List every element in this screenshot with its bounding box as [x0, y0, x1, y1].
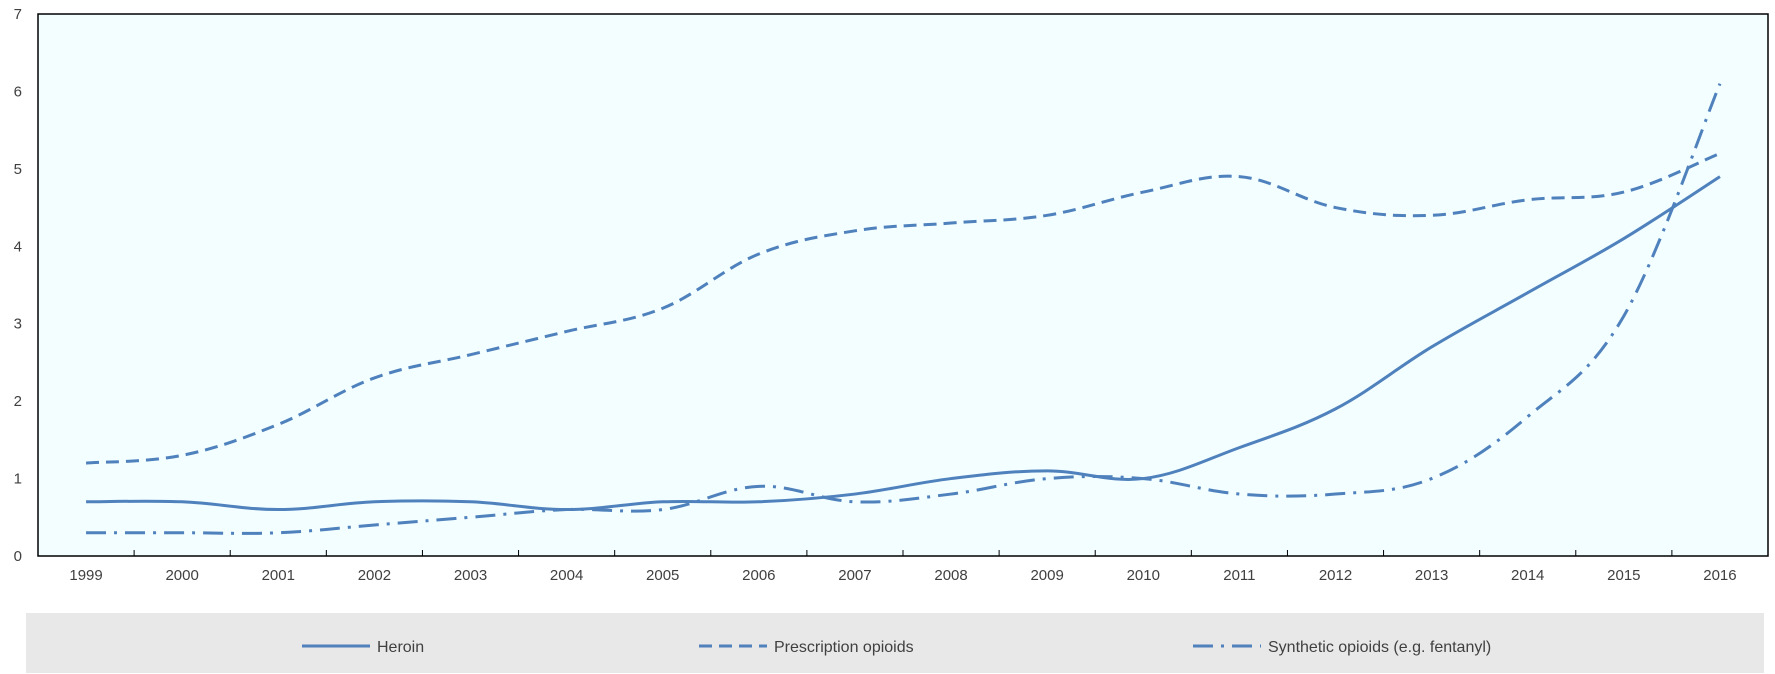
x-tick-label: 2002 — [358, 567, 391, 584]
legend-background — [26, 613, 1764, 673]
y-tick-label: 1 — [14, 471, 22, 488]
x-tick-label: 2010 — [1127, 567, 1160, 584]
legend-label: Synthetic opioids (e.g. fentanyl) — [1268, 639, 1491, 656]
y-tick-label: 0 — [14, 548, 22, 565]
x-axis-labels: 1999 2000 2001 2002 2003 2004 2005 2006 2007 2008… — [69, 567, 1736, 584]
x-tick-label: 2000 — [165, 567, 198, 584]
x-axis-ticks — [133, 550, 1673, 556]
y-tick-label: 6 — [14, 83, 22, 100]
series-lines — [85, 83, 1722, 535]
x-tick-label: 2008 — [934, 567, 967, 584]
y-tick-label: 5 — [14, 161, 22, 178]
series-line-dashed — [85, 151, 1721, 465]
x-tick-label: 1999 — [69, 567, 102, 584]
x-tick-label: 2014 — [1511, 567, 1544, 584]
legend: Heroin Prescription opioids Synthetic opio… — [26, 613, 1764, 673]
x-tick-label: 2007 — [838, 567, 871, 584]
series-line-dashdot — [86, 83, 1722, 535]
x-tick-label: 2013 — [1415, 567, 1448, 584]
x-tick-label: 2016 — [1703, 567, 1736, 584]
y-tick-label: 4 — [14, 238, 22, 255]
series-line-solid — [86, 175, 1721, 512]
x-tick-label: 2009 — [1030, 567, 1063, 584]
y-tick-label: 2 — [14, 393, 22, 410]
x-tick-label: 2004 — [550, 567, 583, 584]
legend-label: Heroin — [377, 639, 424, 656]
x-tick-label: 2001 — [262, 567, 295, 584]
y-tick-label: 7 — [14, 6, 22, 23]
x-tick-label: 2012 — [1319, 567, 1352, 584]
legend-label: Prescription opioids — [774, 639, 914, 656]
x-tick-label: 2003 — [454, 567, 487, 584]
x-tick-label: 2006 — [742, 567, 775, 584]
x-tick-label: 2005 — [646, 567, 679, 584]
y-axis-labels: 0 1 2 3 4 5 6 7 — [14, 6, 22, 565]
x-tick-label: 2011 — [1223, 567, 1255, 584]
x-tick-label: 2015 — [1607, 567, 1640, 584]
plot-area — [37, 13, 1769, 557]
y-tick-label: 3 — [14, 316, 22, 333]
